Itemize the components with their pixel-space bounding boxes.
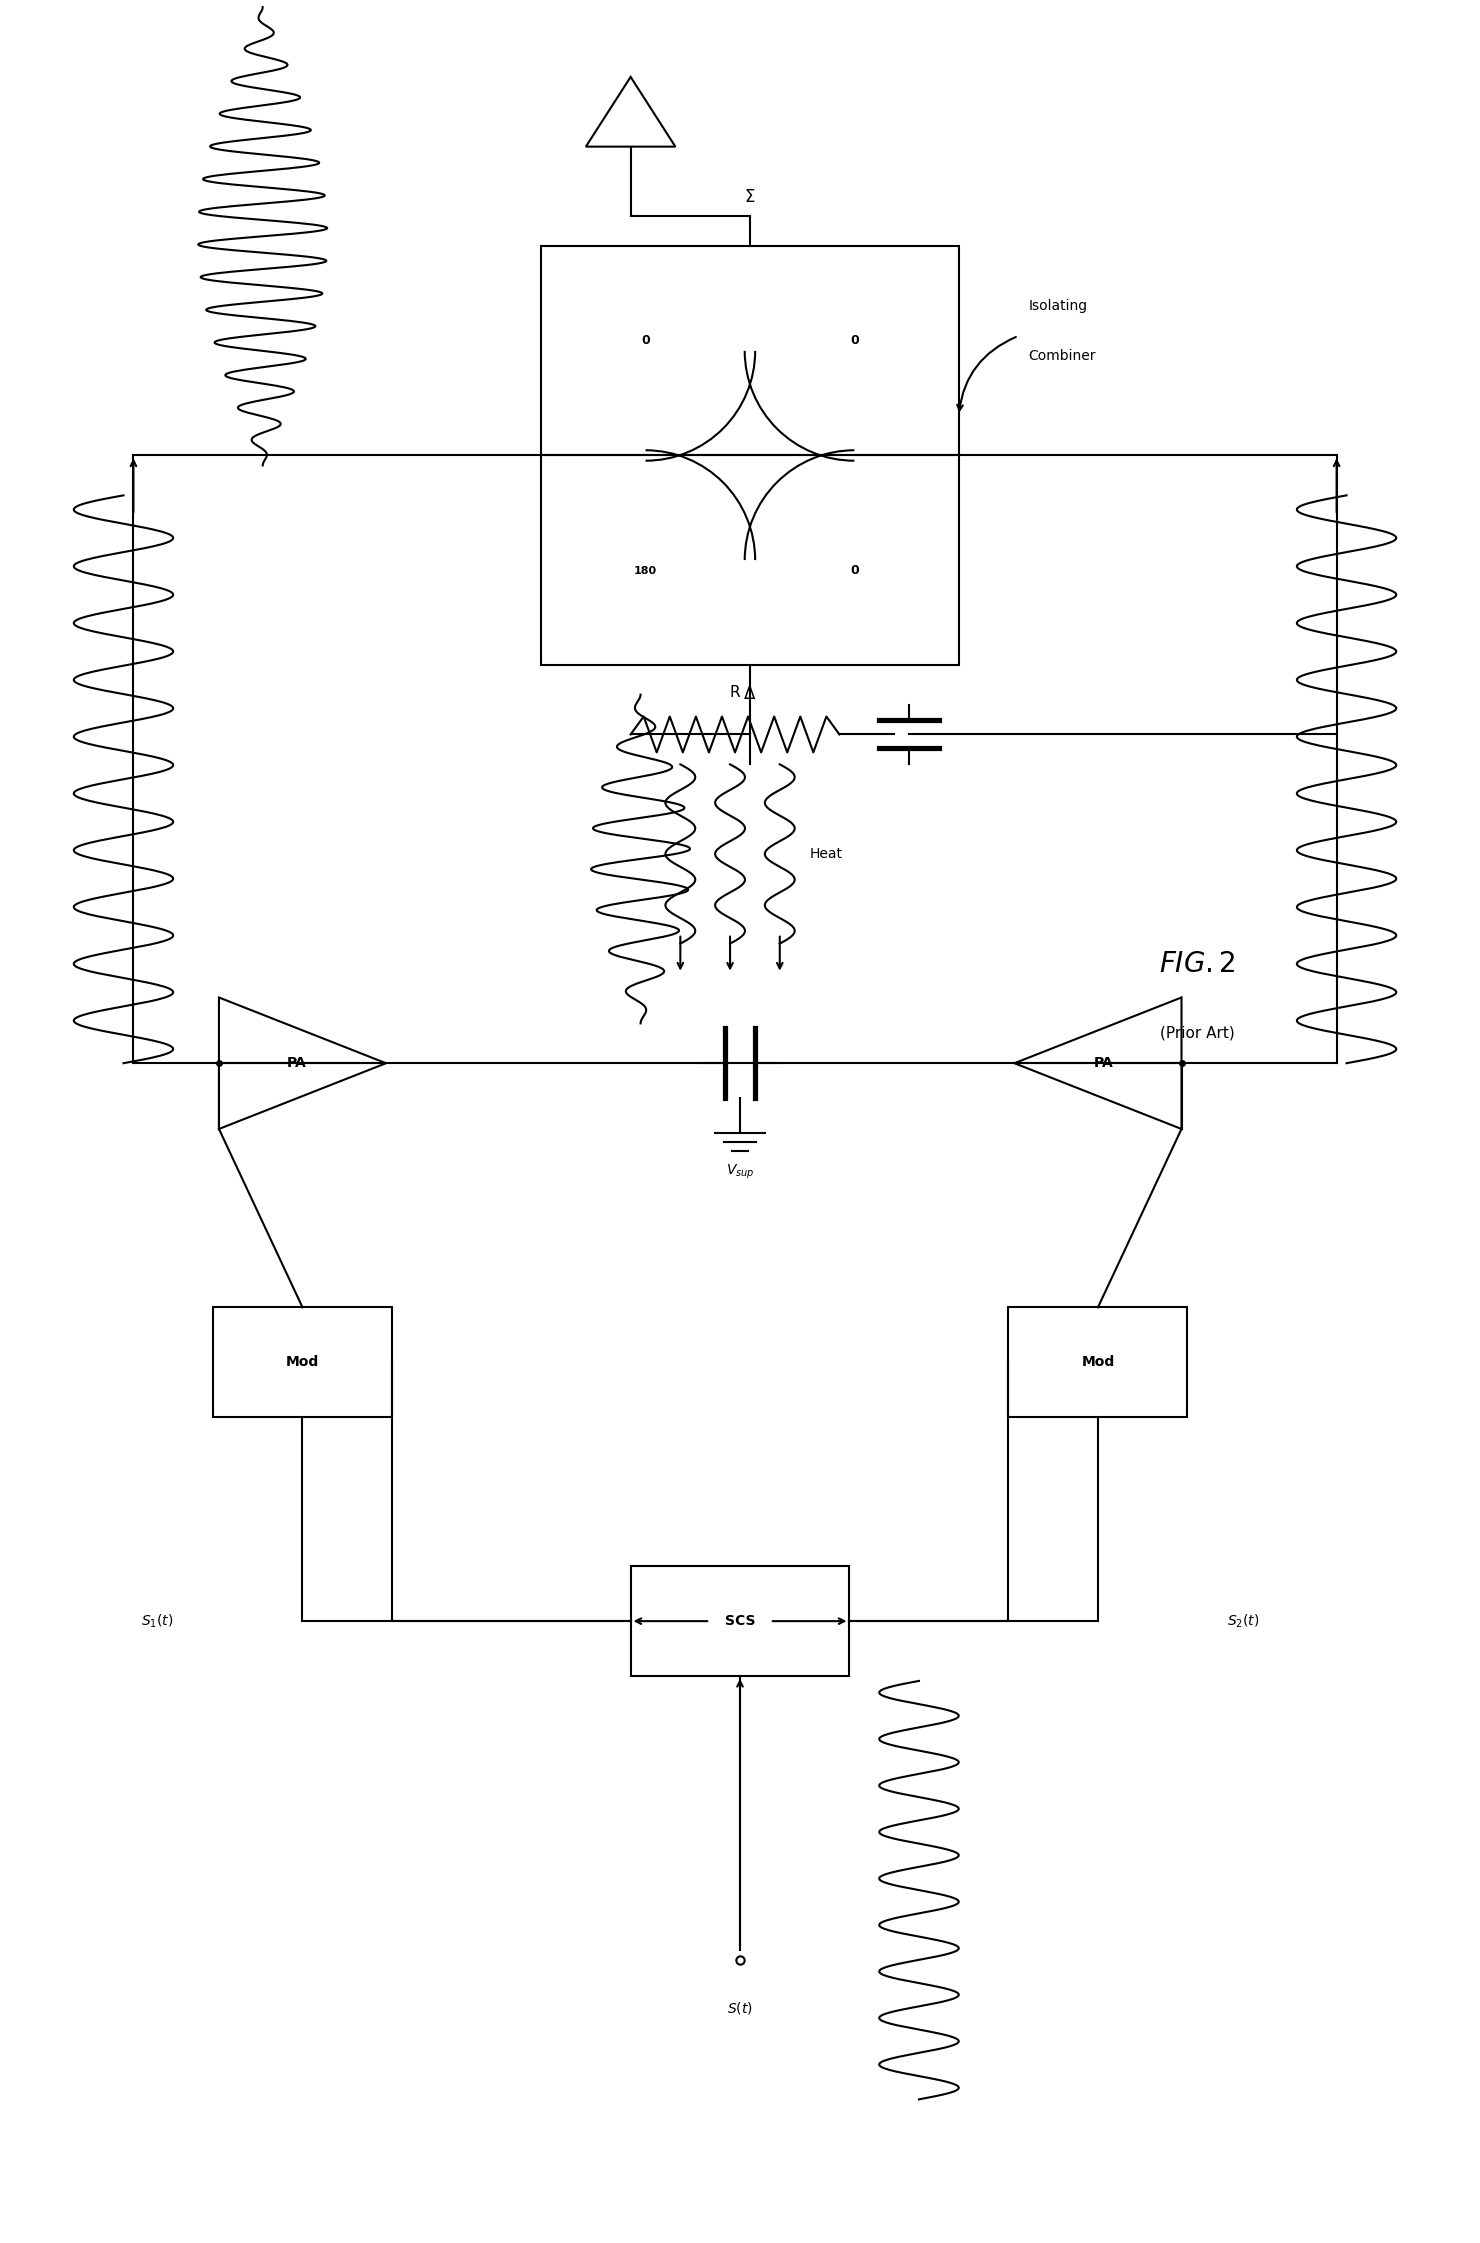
Text: Heat: Heat bbox=[810, 848, 842, 861]
Text: 0: 0 bbox=[641, 334, 650, 348]
Text: Σ: Σ bbox=[744, 188, 755, 206]
Bar bbox=[630, 1566, 850, 1676]
Text: Mod: Mod bbox=[1082, 1355, 1114, 1368]
Text: Mod: Mod bbox=[286, 1355, 320, 1368]
Text: $V_{sup}$: $V_{sup}$ bbox=[725, 1162, 755, 1182]
Text: $S(t)$: $S(t)$ bbox=[727, 2001, 753, 2016]
Text: $FIG. 2$: $FIG. 2$ bbox=[1159, 949, 1236, 978]
Text: SCS: SCS bbox=[725, 1615, 755, 1628]
Bar bbox=[542, 455, 959, 664]
Text: Δ: Δ bbox=[744, 684, 756, 702]
Text: $S_1(t)$: $S_1(t)$ bbox=[141, 1613, 173, 1631]
Text: Combiner: Combiner bbox=[1029, 350, 1095, 363]
Text: PA: PA bbox=[1094, 1056, 1114, 1070]
Text: (Prior Art): (Prior Art) bbox=[1160, 1025, 1234, 1041]
Text: 180: 180 bbox=[633, 565, 657, 576]
Bar bbox=[213, 1308, 392, 1418]
Bar bbox=[1008, 1308, 1187, 1418]
Text: $S_2(t)$: $S_2(t)$ bbox=[1227, 1613, 1259, 1631]
Text: 0: 0 bbox=[850, 563, 858, 576]
Bar bbox=[542, 247, 959, 455]
Text: Isolating: Isolating bbox=[1029, 298, 1088, 314]
Text: 0: 0 bbox=[850, 334, 858, 348]
Text: PA: PA bbox=[287, 1056, 306, 1070]
Text: R: R bbox=[730, 684, 740, 700]
